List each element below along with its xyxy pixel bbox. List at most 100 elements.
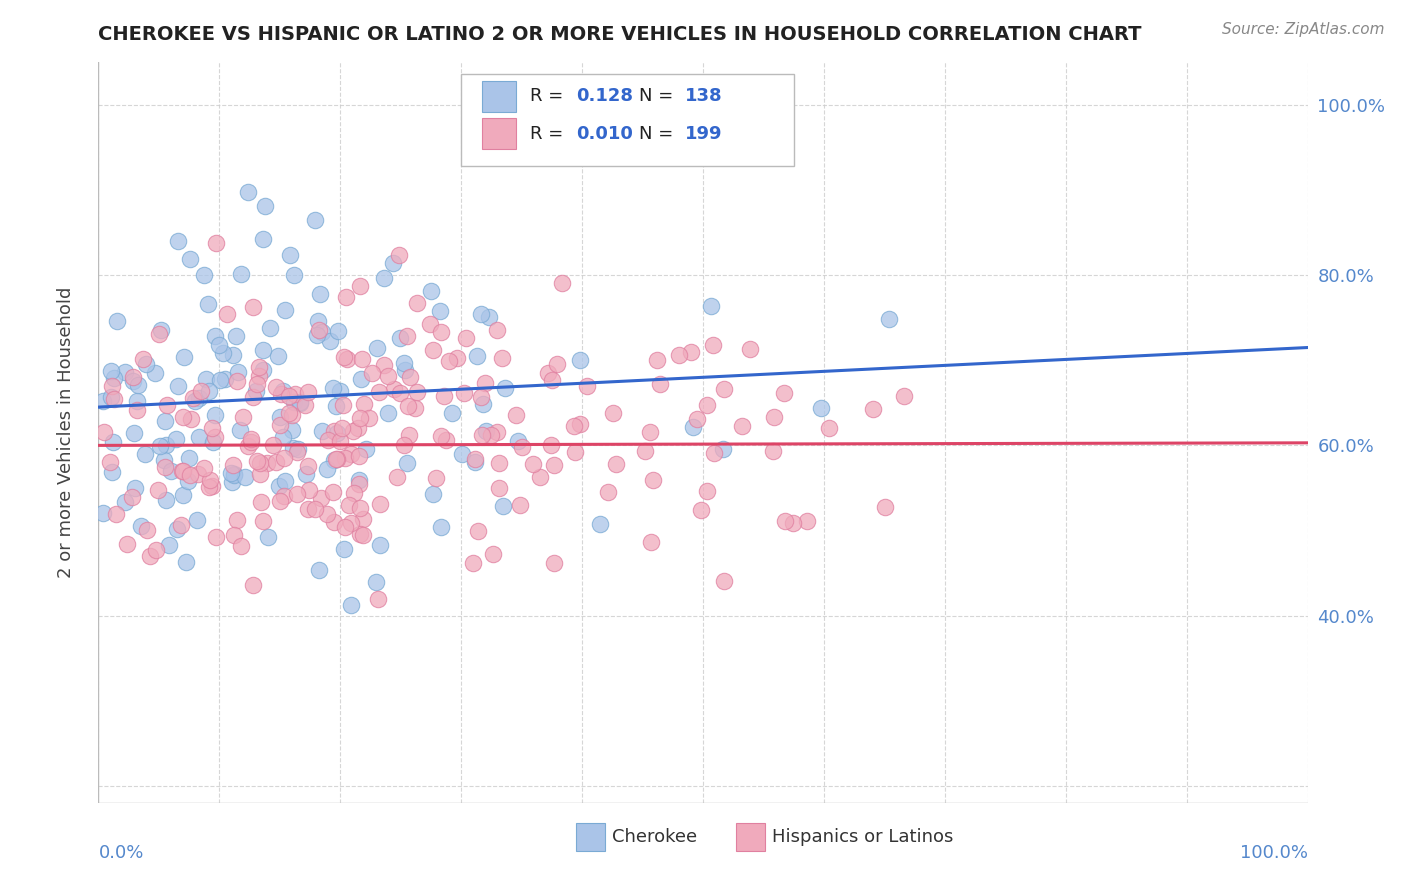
- Point: [246, 376, 269, 391]
- Point: [100, 364, 122, 378]
- Point: [537, 366, 560, 380]
- Point: [166, 234, 188, 248]
- Text: 100.0%: 100.0%: [1240, 844, 1308, 862]
- Point: [222, 467, 245, 482]
- Point: [430, 429, 453, 443]
- Point: [139, 549, 162, 563]
- Point: [782, 516, 804, 530]
- Point: [273, 474, 295, 488]
- Text: Hispanics or Latinos: Hispanics or Latinos: [772, 828, 953, 846]
- Point: [467, 524, 489, 538]
- Point: [326, 451, 349, 466]
- Point: [173, 350, 195, 364]
- Point: [122, 374, 145, 388]
- Point: [132, 351, 155, 366]
- Point: [339, 516, 361, 530]
- Point: [488, 481, 510, 495]
- Point: [682, 420, 704, 434]
- Point: [810, 401, 832, 416]
- Point: [115, 537, 138, 551]
- Point: [201, 479, 224, 493]
- Point: [422, 343, 444, 357]
- Point: [101, 465, 124, 479]
- Point: [541, 373, 564, 387]
- Point: [546, 357, 568, 371]
- Point: [488, 456, 510, 470]
- Point: [696, 484, 718, 499]
- Point: [353, 527, 375, 541]
- Point: [231, 539, 253, 553]
- Point: [211, 346, 233, 360]
- Point: [576, 379, 599, 393]
- Point: [285, 487, 308, 501]
- Point: [568, 352, 591, 367]
- Point: [153, 414, 176, 428]
- Point: [342, 424, 364, 438]
- Point: [396, 399, 419, 413]
- Point: [436, 433, 458, 447]
- Point: [172, 464, 194, 478]
- Y-axis label: 2 or more Vehicles in Household: 2 or more Vehicles in Household: [56, 287, 75, 578]
- Point: [225, 513, 247, 527]
- Text: 199: 199: [685, 125, 723, 143]
- Point: [522, 457, 544, 471]
- Point: [271, 430, 294, 444]
- Point: [198, 480, 221, 494]
- Point: [389, 386, 412, 401]
- Point: [101, 435, 124, 450]
- Text: R =: R =: [530, 125, 569, 143]
- Point: [145, 543, 167, 558]
- Point: [129, 519, 152, 533]
- Point: [430, 325, 453, 339]
- Point: [543, 458, 565, 472]
- Point: [274, 302, 297, 317]
- Point: [197, 297, 219, 311]
- Point: [217, 307, 239, 321]
- Point: [233, 470, 256, 484]
- Point: [686, 412, 709, 426]
- Point: [269, 409, 291, 424]
- Point: [437, 354, 460, 368]
- Text: R =: R =: [530, 87, 569, 105]
- Point: [183, 393, 205, 408]
- Point: [280, 248, 302, 262]
- Point: [134, 447, 156, 461]
- Point: [862, 401, 884, 416]
- Point: [326, 324, 349, 338]
- Point: [551, 277, 574, 291]
- Point: [252, 514, 274, 528]
- Point: [288, 395, 311, 409]
- FancyBboxPatch shape: [576, 822, 605, 851]
- Point: [284, 387, 307, 401]
- Point: [349, 526, 371, 541]
- Point: [273, 489, 295, 503]
- Point: [494, 381, 516, 395]
- Point: [465, 349, 488, 363]
- Point: [319, 334, 342, 349]
- Text: 138: 138: [685, 87, 723, 105]
- Point: [240, 434, 263, 449]
- Point: [349, 278, 371, 293]
- Point: [373, 270, 395, 285]
- Point: [278, 406, 301, 420]
- Point: [425, 471, 447, 485]
- Point: [181, 391, 204, 405]
- Point: [287, 442, 309, 456]
- Point: [406, 295, 429, 310]
- Point: [208, 373, 231, 387]
- Point: [222, 467, 245, 481]
- Point: [247, 359, 270, 374]
- Point: [114, 495, 136, 509]
- Point: [394, 356, 416, 370]
- Text: Source: ZipAtlas.com: Source: ZipAtlas.com: [1222, 22, 1385, 37]
- Point: [470, 390, 492, 404]
- Point: [125, 394, 148, 409]
- Point: [543, 556, 565, 570]
- Point: [264, 380, 287, 394]
- Point: [186, 513, 208, 527]
- Point: [225, 375, 247, 389]
- Point: [253, 199, 276, 213]
- Point: [187, 430, 209, 444]
- Point: [238, 439, 260, 453]
- Point: [713, 574, 735, 588]
